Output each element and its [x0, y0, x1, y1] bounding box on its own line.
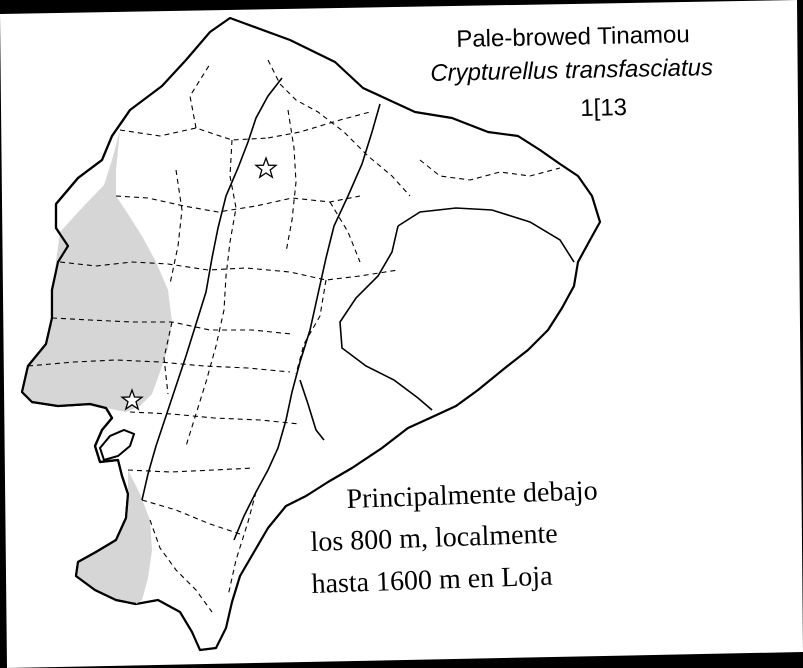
- star-icon: [254, 156, 278, 179]
- species-common-name: Pale-browed Tinamou: [456, 21, 690, 53]
- star-icon: [120, 388, 144, 411]
- species-scientific-name: Crypturellus transfasciatus: [430, 54, 714, 87]
- plate-code: 1[13: [580, 94, 628, 122]
- gulf-island: [98, 428, 136, 462]
- range-area-south: [76, 470, 152, 604]
- rivers: [141, 77, 575, 541]
- range-area-north: [22, 130, 172, 412]
- coastline: [20, 109, 137, 606]
- province-boundaries: [27, 59, 561, 613]
